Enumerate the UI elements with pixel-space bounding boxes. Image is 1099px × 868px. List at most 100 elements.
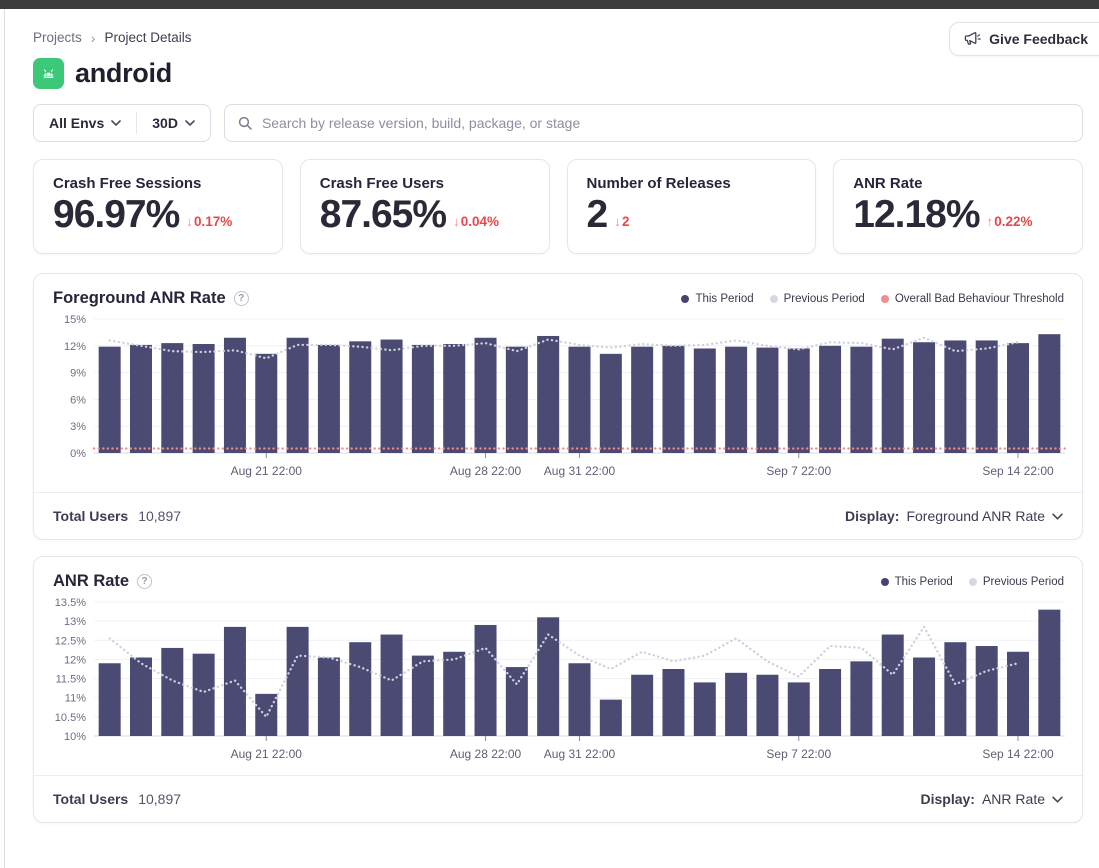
breadcrumb-projects-link[interactable]: Projects [33,30,82,45]
foreground-anr-rate-chart: 0% 3% 6% 9% 12% 15% Aug 21 22:00 Aug 28 22:00 Au… [64,314,1067,478]
svg-text:Sep 7 22:00: Sep 7 22:00 [766,747,831,761]
arrow-down-icon: ↓ [614,213,621,229]
legend-previous-period: Previous Period [968,576,1064,588]
svg-text:Aug 31 22:00: Aug 31 22:00 [544,464,616,478]
svg-text:Aug 21 22:00: Aug 21 22:00 [231,747,303,761]
svg-text:15%: 15% [64,314,86,326]
stat-delta: ↓2 [614,213,630,229]
chevron-down-icon [1052,795,1063,803]
total-users-label: Total Users [53,791,129,807]
svg-text:13.5%: 13.5% [55,597,86,609]
display-label: Display: [845,508,900,524]
stat-label: Crash Free Users [319,175,444,192]
breadcrumb: Projects › Project Details [33,9,1083,45]
legend-this-period: This Period [880,576,953,588]
arrow-down-icon: ↓ [186,213,194,229]
display-value: Foreground ANR Rate [906,508,1045,524]
legend-this-period: This Period [681,293,754,305]
display-dropdown[interactable]: Display: ANR Rate [921,791,1064,807]
foreground-anr-rate-panel: Foreground ANR Rate This Period Previous… [33,273,1083,540]
stat-card-crash-free-users: Crash Free Users 87.65% ↓0.04% [299,159,550,254]
legend-previous-period: Previous Period [769,293,865,305]
megaphone-icon [964,32,981,45]
page-content: Projects › Project Details Give Feedback… [4,9,1099,868]
total-users-value: 10,897 [138,791,182,807]
arrow-down-icon: ↓ [453,213,460,229]
stat-value: 12.18% [853,193,980,236]
stat-card-anr-rate: ANR Rate 12.18% ↑0.22% [833,159,1083,254]
project-title-row: android [33,58,1083,89]
legend-dot-icon [880,294,889,303]
stat-label: Number of Releases [586,175,731,192]
panel-title: Foreground ANR Rate [53,289,226,307]
stat-value: 96.97% [53,193,180,236]
svg-text:10.5%: 10.5% [55,712,86,724]
svg-text:Sep 14 22:00: Sep 14 22:00 [982,464,1054,478]
stat-delta: ↓0.04% [453,213,500,229]
total-users: Total Users 10,897 [53,508,181,524]
env-filter-label: All Envs [49,115,105,131]
svg-text:3%: 3% [70,421,86,433]
svg-text:10%: 10% [64,731,86,743]
display-value: ANR Rate [981,791,1045,807]
svg-text:Aug 21 22:00: Aug 21 22:00 [231,464,303,478]
anr-rate-chart: 10% 10.5% 11% 11.5% 12% 12.5% 13% 13.5% Aug 21 2… [55,597,1065,761]
breadcrumb-chevron-icon: › [90,29,96,46]
android-platform-icon [33,58,64,89]
svg-text:11%: 11% [65,693,86,705]
svg-text:13%: 13% [64,616,86,628]
legend-dot-icon [880,577,889,586]
total-users-label: Total Users [53,508,129,524]
top-window-bar [0,0,1099,9]
date-range-dropdown[interactable]: 30D [137,105,210,141]
filter-pill-group: All Envs 30D [33,104,211,142]
chart-legend: This Period Previous Period Overall Bad … [681,293,1064,305]
svg-text:Aug 28 22:00: Aug 28 22:00 [450,464,522,478]
display-dropdown[interactable]: Display: Foreground ANR Rate [845,508,1063,524]
chevron-down-icon [185,120,195,126]
stat-value: 2 [586,193,609,236]
panel-title: ANR Rate [53,572,130,590]
filter-row: All Envs 30D [33,104,1083,142]
svg-text:Aug 31 22:00: Aug 31 22:00 [544,747,616,761]
stat-label: Crash Free Sessions [53,175,202,192]
svg-text:Sep 7 22:00: Sep 7 22:00 [766,464,831,478]
total-users: Total Users 10,897 [53,791,181,807]
date-range-label: 30D [152,115,178,131]
page-title: android [75,58,172,88]
release-search-box[interactable] [223,104,1083,142]
stat-card-number-of-releases: Number of Releases 2 ↓2 [566,159,817,254]
svg-text:12.5%: 12.5% [55,635,86,647]
chevron-down-icon [111,120,122,126]
env-filter-dropdown[interactable]: All Envs [34,105,136,141]
stats-row: Crash Free Sessions 96.97% ↓0.17% Crash … [33,159,1083,254]
give-feedback-label: Give Feedback [989,31,1088,47]
breadcrumb-current: Project Details [104,30,192,45]
stat-value: 87.65% [319,193,447,236]
legend-threshold: Overall Bad Behaviour Threshold [880,293,1064,305]
anr-rate-panel: ANR Rate This Period Previous Period 10%… [33,556,1083,823]
help-icon[interactable] [233,291,249,306]
svg-text:0%: 0% [70,448,86,460]
stat-label: ANR Rate [853,175,923,192]
stat-delta: ↑0.22% [986,213,1033,229]
give-feedback-button[interactable]: Give Feedback [949,22,1099,56]
svg-text:6%: 6% [70,394,86,406]
display-label: Display: [920,791,975,807]
svg-text:9%: 9% [70,368,86,380]
chart-legend: This Period Previous Period [880,576,1064,588]
arrow-up-icon: ↑ [986,213,994,229]
release-search-input[interactable] [261,115,1070,131]
legend-dot-icon [968,577,977,586]
help-icon[interactable] [137,574,153,589]
total-users-value: 10,897 [138,508,182,524]
legend-dot-icon [681,294,690,303]
chevron-down-icon [1052,512,1063,520]
stat-delta: ↓0.17% [186,213,233,229]
svg-text:Aug 28 22:00: Aug 28 22:00 [450,747,522,761]
svg-text:12%: 12% [64,341,86,353]
filter-divider [136,112,138,134]
svg-text:Sep 14 22:00: Sep 14 22:00 [982,747,1054,761]
search-icon [238,116,252,130]
svg-text:12%: 12% [64,654,86,666]
